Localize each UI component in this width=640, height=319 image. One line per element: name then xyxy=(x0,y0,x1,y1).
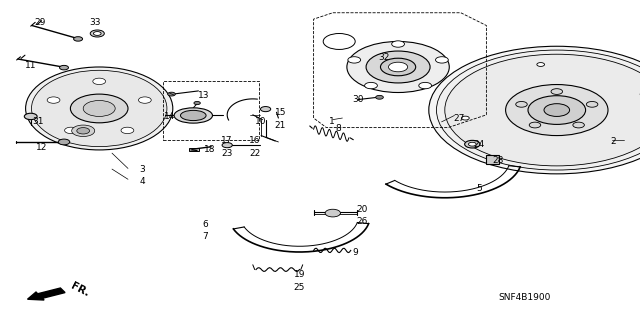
Text: 9: 9 xyxy=(353,248,358,256)
Ellipse shape xyxy=(31,70,167,147)
Text: 1: 1 xyxy=(329,117,334,126)
Text: FR.: FR. xyxy=(69,281,91,299)
Circle shape xyxy=(24,113,37,120)
Ellipse shape xyxy=(388,62,408,72)
Text: 28: 28 xyxy=(492,156,504,165)
Circle shape xyxy=(90,30,104,37)
Text: 31: 31 xyxy=(33,117,44,126)
Text: 29: 29 xyxy=(34,18,45,27)
Circle shape xyxy=(435,57,448,63)
Text: 4: 4 xyxy=(140,177,145,186)
Ellipse shape xyxy=(429,46,640,174)
Text: 22: 22 xyxy=(249,149,260,158)
Circle shape xyxy=(65,127,77,134)
Text: 2: 2 xyxy=(611,137,616,146)
Text: 14: 14 xyxy=(164,112,175,121)
Circle shape xyxy=(58,139,70,145)
Text: 12: 12 xyxy=(36,143,47,152)
Bar xyxy=(486,155,499,164)
Circle shape xyxy=(325,209,340,217)
Text: 23: 23 xyxy=(221,149,233,158)
Text: 25: 25 xyxy=(294,283,305,292)
Circle shape xyxy=(365,82,378,89)
Text: 33: 33 xyxy=(89,18,100,27)
Circle shape xyxy=(168,92,175,96)
Ellipse shape xyxy=(528,96,586,124)
Text: 11: 11 xyxy=(25,61,36,70)
Text: 19: 19 xyxy=(294,271,305,279)
Circle shape xyxy=(461,116,469,120)
FancyArrow shape xyxy=(28,288,65,300)
Circle shape xyxy=(537,63,545,66)
Circle shape xyxy=(419,82,431,89)
Bar xyxy=(189,148,199,151)
Circle shape xyxy=(83,100,115,116)
Ellipse shape xyxy=(544,104,570,116)
Circle shape xyxy=(529,122,541,128)
Text: SNF4B1900: SNF4B1900 xyxy=(499,293,551,302)
Text: 26: 26 xyxy=(356,217,367,226)
Circle shape xyxy=(60,65,68,70)
Text: 16: 16 xyxy=(249,137,260,145)
Circle shape xyxy=(516,101,527,107)
Circle shape xyxy=(70,94,128,123)
Circle shape xyxy=(348,57,361,63)
Text: 18: 18 xyxy=(204,145,216,154)
Circle shape xyxy=(222,143,232,148)
Circle shape xyxy=(72,125,95,137)
Text: 6: 6 xyxy=(202,220,207,229)
Text: 30: 30 xyxy=(353,95,364,104)
Ellipse shape xyxy=(506,85,608,136)
Text: 8: 8 xyxy=(335,124,340,133)
Circle shape xyxy=(573,122,584,128)
Text: 5: 5 xyxy=(476,184,481,193)
Circle shape xyxy=(586,101,598,107)
Text: 32: 32 xyxy=(378,53,390,62)
Circle shape xyxy=(194,101,200,105)
Text: 27: 27 xyxy=(454,114,465,122)
Circle shape xyxy=(138,97,151,103)
Ellipse shape xyxy=(380,58,416,76)
Text: 21: 21 xyxy=(275,121,286,130)
Text: 24: 24 xyxy=(473,140,484,149)
Circle shape xyxy=(392,41,404,47)
Circle shape xyxy=(77,128,90,134)
Bar xyxy=(163,81,259,140)
Ellipse shape xyxy=(436,50,640,170)
Ellipse shape xyxy=(180,110,206,121)
Ellipse shape xyxy=(347,41,449,93)
Text: 20: 20 xyxy=(356,205,367,214)
Text: 7: 7 xyxy=(202,232,207,241)
Text: 15: 15 xyxy=(275,108,286,117)
Text: 10: 10 xyxy=(255,117,267,126)
Circle shape xyxy=(93,32,101,35)
Circle shape xyxy=(47,97,60,103)
Text: 3: 3 xyxy=(140,165,145,174)
Ellipse shape xyxy=(26,67,173,150)
Circle shape xyxy=(260,107,271,112)
Circle shape xyxy=(93,78,106,85)
Circle shape xyxy=(551,89,563,94)
Circle shape xyxy=(121,127,134,134)
Circle shape xyxy=(468,142,476,146)
Circle shape xyxy=(376,95,383,99)
Ellipse shape xyxy=(445,54,640,166)
Text: 13: 13 xyxy=(198,91,209,100)
Text: 17: 17 xyxy=(221,137,233,145)
Ellipse shape xyxy=(174,108,212,123)
Circle shape xyxy=(74,37,83,41)
Circle shape xyxy=(465,140,480,148)
Ellipse shape xyxy=(366,51,430,83)
